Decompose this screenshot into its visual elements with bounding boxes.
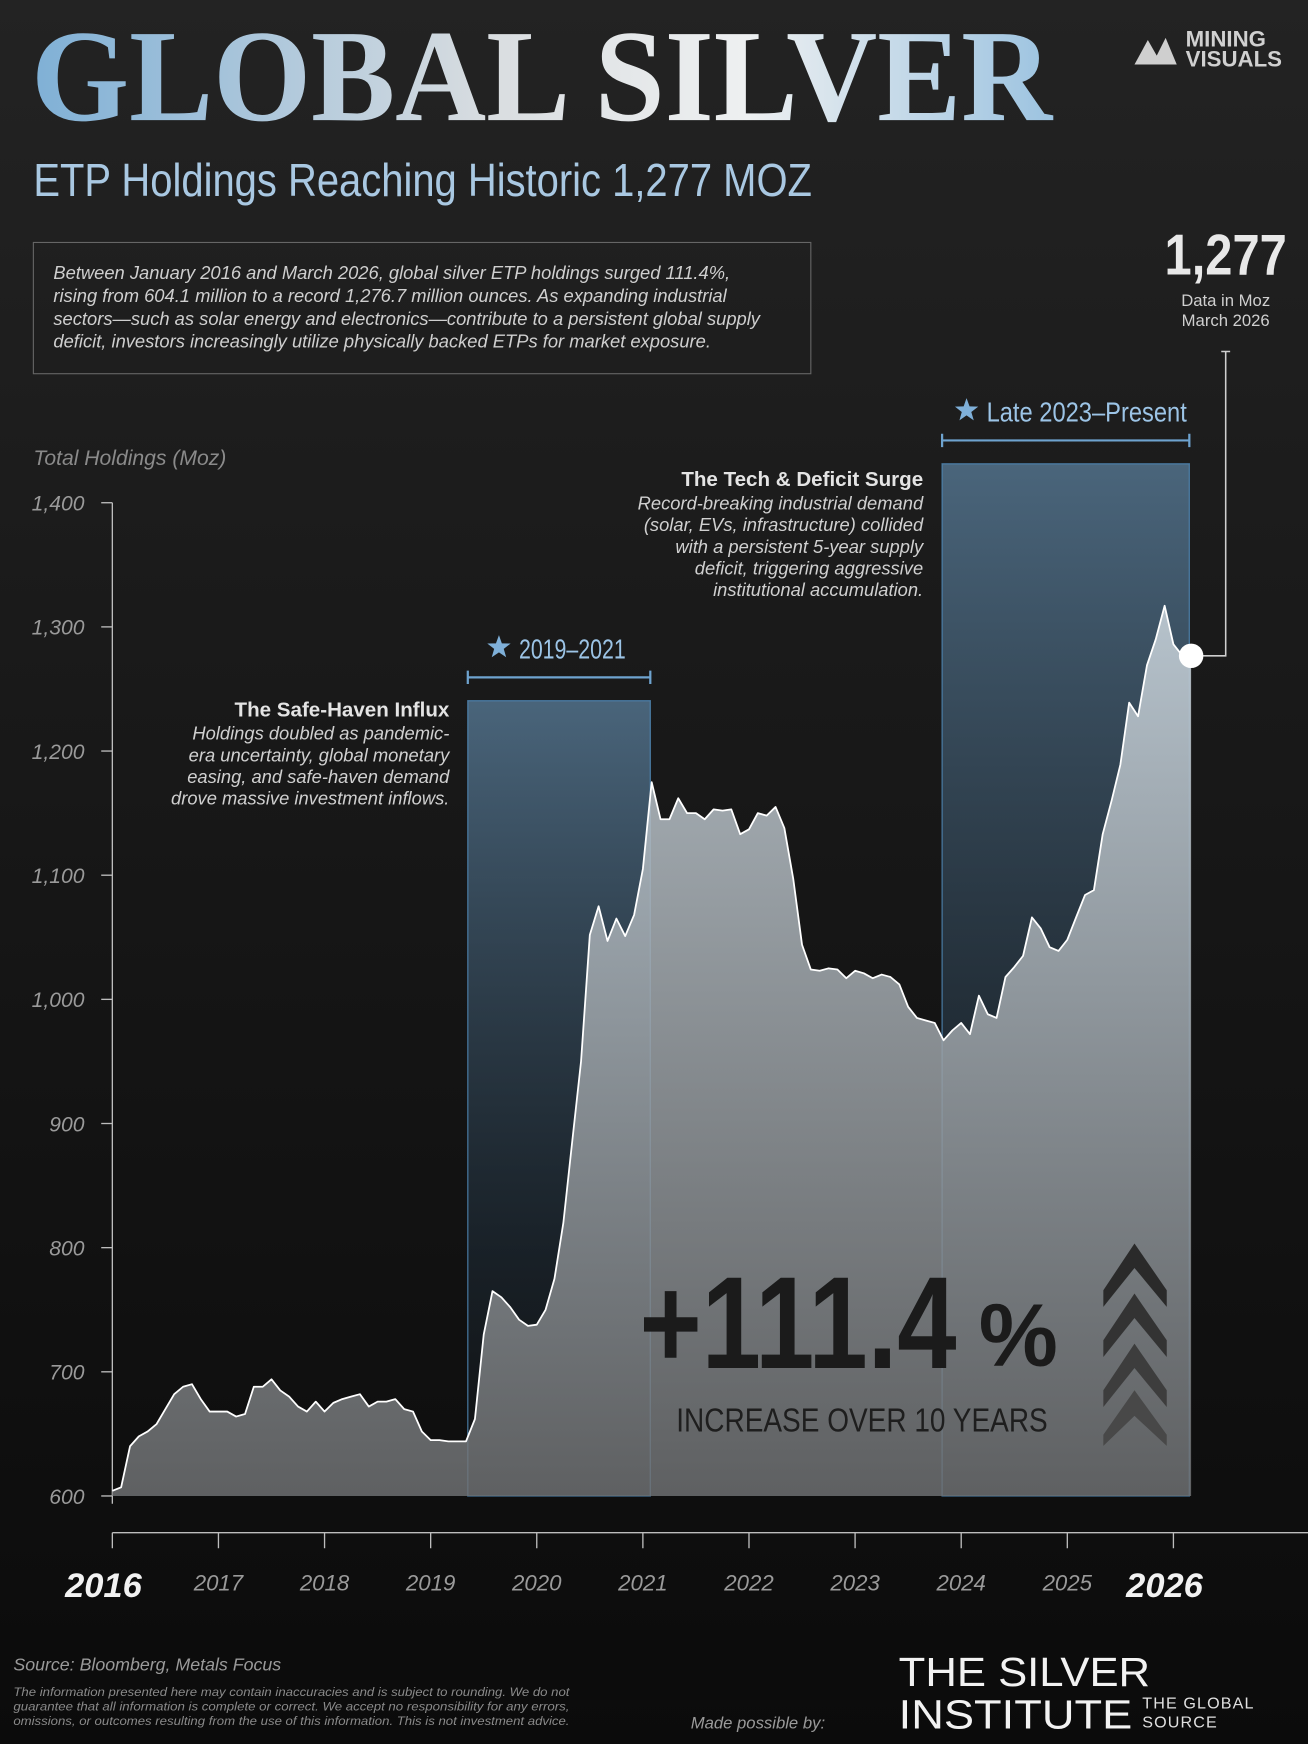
annotation-text: deficit, triggering aggressive <box>695 557 923 578</box>
x-tick-label: 2025 <box>1042 1571 1093 1596</box>
x-tick-label: 2019 <box>405 1571 455 1596</box>
disclaimer: The information presented here may conta… <box>13 1685 570 1699</box>
y-tick-label: 700 <box>49 1362 84 1385</box>
x-tick-label: 2022 <box>723 1571 774 1596</box>
description-line: sectors—such as solar energy and electro… <box>53 308 761 329</box>
y-tick-label: 1,100 <box>32 865 85 888</box>
y-tick-label: 1,400 <box>32 493 85 516</box>
logo-icon <box>1134 37 1177 65</box>
bracket <box>466 670 652 685</box>
y-axis-label: Total Holdings (Moz) <box>33 447 226 470</box>
description-line: deficit, investors increasingly utilize … <box>53 331 711 352</box>
x-tick-label: 2016 <box>64 1567 143 1605</box>
bracket <box>940 433 1191 448</box>
annotation-text: drove massive investment inflows. <box>171 788 449 809</box>
callout-text: March 2026 <box>1182 311 1270 330</box>
sponsor-name: THE SILVER <box>899 1649 1150 1695</box>
area-line <box>112 604 1192 1492</box>
annotation-text: with a persistent 5-year supply <box>675 536 925 557</box>
source: Source: Bloomberg, Metals Focus <box>13 1655 281 1675</box>
star-icon <box>954 398 979 421</box>
callout-value: 1,277 <box>1165 224 1287 288</box>
x-tick-label: 2020 <box>511 1571 562 1596</box>
description-box <box>32 241 812 375</box>
title: GLOBAL SILVER <box>31 4 1053 149</box>
y-tick-label: 900 <box>49 1113 84 1136</box>
subtitle: ETP Holdings Reaching Historic 1,277 MOZ <box>33 154 812 206</box>
highlight-label: 2019–2021 <box>519 633 626 664</box>
logo-text: VISUALS <box>1186 47 1282 72</box>
chevrons <box>1103 1243 1167 1446</box>
x-tick-label: 2024 <box>935 1571 985 1596</box>
description: Between January 2016 and March 2026, glo… <box>53 262 761 351</box>
annotation-text: era uncertainty, global monetary <box>189 744 452 765</box>
annotation-text: (solar, EVs, infrastructure) collided <box>644 514 924 535</box>
headline-unit: % <box>979 1285 1058 1385</box>
description-line: rising from 604.1 million to a record 1,… <box>53 285 727 306</box>
area-fill <box>112 605 1192 1496</box>
disclaimer: guarantee that all information is comple… <box>13 1700 569 1714</box>
highlight-label: Late 2023–Present <box>987 397 1187 428</box>
logo-text: MINING <box>1186 27 1266 52</box>
description-line: Between January 2016 and March 2026, glo… <box>53 262 730 283</box>
disclaimer: omissions, or outcomes resulting from th… <box>13 1714 569 1728</box>
annotation-text: institutional accumulation. <box>713 579 923 600</box>
star-icon <box>487 635 511 658</box>
y-tick-label: 1,300 <box>32 617 85 640</box>
y-tick-label: 1,200 <box>32 741 85 764</box>
x-tick-label: 2017 <box>193 1571 245 1596</box>
annotation-text: easing, and safe-haven demand <box>187 766 450 787</box>
x-tick-label: 2021 <box>617 1571 667 1596</box>
x-tick-label: 2023 <box>829 1571 880 1596</box>
callout-text: Data in Moz <box>1181 291 1270 310</box>
end-point <box>1178 643 1204 669</box>
x-tick-label: 2018 <box>299 1571 350 1596</box>
y-tick-label: 1,000 <box>32 989 85 1012</box>
headline-value: +111.4 <box>640 1249 957 1396</box>
sponsor-name: INSTITUTE <box>899 1691 1133 1737</box>
y-tick-label: 800 <box>49 1237 84 1260</box>
footer: Source: Bloomberg, Metals Focus The infor… <box>13 1649 1254 1737</box>
sponsor-tag: SOURCE <box>1142 1713 1218 1731</box>
sponsor-intro: Made possible by: <box>691 1713 825 1732</box>
annotation-text: Holdings doubled as pandemic- <box>192 723 449 744</box>
chart: Total Holdings (Moz) 2019–2021 The Safe-Ha… <box>32 224 1308 1605</box>
x-tick-label: 2026 <box>1125 1567 1204 1605</box>
annotation-title: The Safe-Haven Influx <box>235 698 450 721</box>
sponsor-tag: THE GLOBAL <box>1142 1694 1254 1712</box>
headline-text: INCREASE OVER 10 YEARS <box>676 1402 1047 1439</box>
y-tick-label: 600 <box>49 1486 84 1509</box>
annotation-text: Record-breaking industrial demand <box>638 492 924 513</box>
annotation-title: The Tech & Deficit Surge <box>681 468 923 491</box>
